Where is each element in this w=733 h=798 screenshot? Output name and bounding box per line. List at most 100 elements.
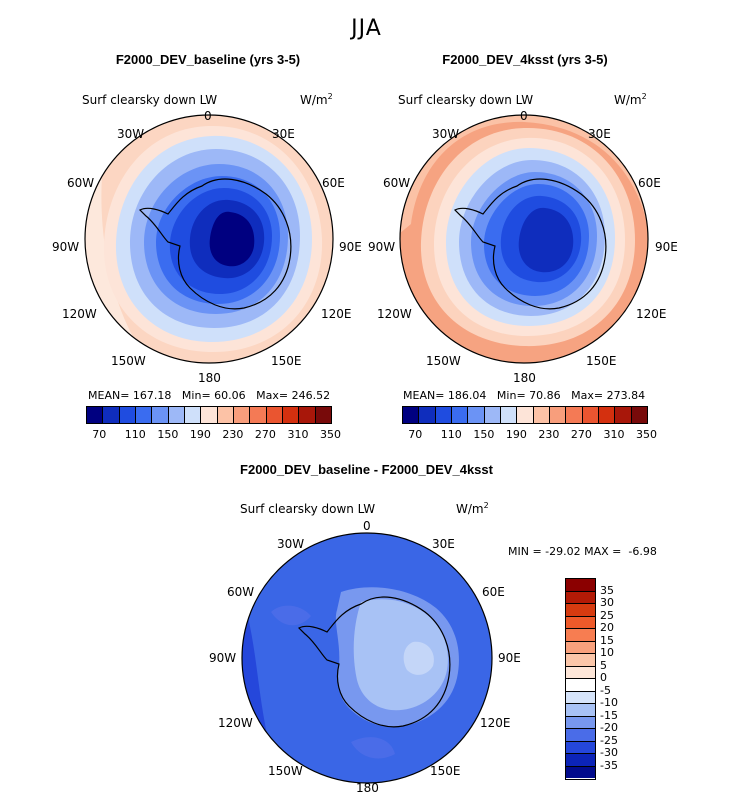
panel-3-lon-90e: 90E [498, 651, 521, 665]
panel-3-colorbar-cell [566, 741, 595, 754]
panel-2-lon-90w: 90W [368, 240, 396, 254]
panel-1-colorbar-cell [152, 407, 169, 423]
panel-3-lon-120e: 120E [480, 716, 511, 730]
panel-2-lon-90e: 90E [655, 240, 678, 254]
panel-2-colorbar-cell [435, 407, 452, 423]
panel-3-colorbar-cell [566, 616, 595, 629]
panel-2-polar-map [399, 114, 649, 364]
panel-3-map-boundary [241, 532, 493, 784]
panel-3-colorbar-cell [566, 579, 595, 592]
panel-3-lon-60e: 60E [482, 585, 505, 599]
panel-3-colorbar-tick-label: 15 [600, 633, 614, 647]
panel-1-variable-label: Surf clearsky down LW [82, 93, 218, 107]
panel-2-colorbar-cell [484, 407, 501, 423]
panel-3-lon-60w: 60W [227, 585, 255, 599]
panel-1-colorbar-cell [299, 407, 316, 423]
panel-3-lon-90w: 90W [209, 651, 237, 665]
panel-2-lon-120e: 120E [636, 307, 667, 321]
panel-2-colorbar [402, 406, 648, 424]
panel-1-lon-180: 180 [198, 371, 221, 385]
panel-3-lon-30e: 30E [432, 537, 455, 551]
panel-3-title: F2000_DEV_baseline - F2000_DEV_4ksst [240, 462, 493, 477]
panel-2-band-110 [518, 207, 574, 273]
panel-2-title: F2000_DEV_4ksst (yrs 3-5) [442, 52, 608, 67]
panel-3-colorbar-cell [566, 666, 595, 679]
panel-2-colorbar-cell [615, 407, 632, 423]
panel-1-colorbar-tick-label: 310 [287, 428, 309, 441]
panel-2-map-boundary [399, 114, 649, 364]
panel-1-colorbar-cell [201, 407, 218, 423]
panel-2-colorbar-tick-label: 350 [636, 428, 657, 441]
panel-1-colorbar-tick-label: 190 [189, 428, 211, 441]
panel-1-lon-60e: 60E [322, 176, 345, 190]
panel-2-lon-60e: 60E [638, 176, 661, 190]
panel-3-colorbar-tick-label: -25 [600, 733, 618, 747]
panel-2-colorbar-tick-label: 110 [440, 428, 462, 441]
panel-3-units-label: W/m2 [456, 501, 489, 516]
panel-3-colorbar-tick-label: -20 [600, 721, 618, 734]
panel-1-colorbar-cell [168, 407, 185, 423]
panel-1-map-boundary [84, 114, 334, 364]
panel-1-colorbar-tick-label: 70 [92, 428, 107, 441]
panel-1-colorbar-tick-label: 350 [320, 428, 341, 441]
panel-2-lon-120w: 120W [377, 307, 412, 321]
panel-3-band-minus5 [353, 599, 448, 711]
panel-1-antarctica-coastline [138, 178, 292, 310]
panel-3-colorbar-tick-label: 30 [600, 596, 614, 609]
panel-2-colorbar-cell [549, 407, 567, 423]
panel-3-colorbar-tick-label: -30 [600, 746, 618, 759]
panel-3-colorbar-cell [566, 716, 595, 729]
panel-3-colorbar-cell [566, 754, 595, 767]
panel-1-max-label: Max= [256, 389, 289, 402]
panel-1-max-value: 246.52 [291, 389, 331, 402]
panel-2-colorbar-tick-label: 230 [538, 428, 560, 441]
panel-1-lon-120e: 120E [321, 307, 352, 321]
panel-3-lon-120w: 120W [218, 716, 253, 730]
panel-2-colorbar-cell [468, 407, 485, 423]
panel-1-colorbar-cell [217, 407, 234, 423]
panel-2-lon-150w: 150W [426, 354, 461, 368]
panel-1-stats: MEAN= 167.18 Min= 60.06 Max= 246.52 [88, 389, 330, 402]
panel-3-colorbar-cell [566, 679, 595, 692]
panel-3-colorbar [565, 578, 596, 780]
panel-3-colorbar-tick-label: -15 [600, 708, 618, 722]
panel-2-colorbar-cell [403, 407, 420, 423]
panel-2-lon-30e: 30E [588, 127, 611, 141]
panel-2-colorbar-cell [566, 407, 583, 423]
panel-2-lon-60w: 60W [383, 176, 411, 190]
panel-3-band-patch-2 [351, 737, 395, 759]
panel-3-colorbar-cell [566, 629, 595, 642]
panel-3-colorbar-tick-label: 0 [600, 671, 607, 684]
panel-1-lon-150w: 150W [111, 354, 146, 368]
panel-2-units-label: W/m2 [614, 92, 647, 107]
panel-1-units-label: W/m2 [300, 92, 333, 107]
panel-1-colorbar-cell [282, 407, 300, 423]
panel-1-lon-90w: 90W [52, 240, 80, 254]
panel-2-colorbar-cell [533, 407, 550, 423]
panel-2-colorbar-ticks: 70 110 150 190 230 270 310 350 [402, 428, 657, 442]
panel-3-lon-150e: 150E [430, 764, 461, 778]
panel-1-band-70 [209, 211, 255, 267]
panel-1-colorbar-cell [266, 407, 283, 423]
panel-2-min-value: 70.86 [529, 389, 561, 402]
panel-1-polar-map [84, 114, 334, 364]
panel-1-colorbar [86, 406, 332, 424]
panel-3-colorbar-cell [566, 591, 595, 604]
panel-2-min-label: Min= [496, 389, 526, 402]
panel-3-lon-180: 180 [356, 781, 379, 795]
panel-1-colorbar-ticks: 70 110 150 190 230 270 310 350 [86, 428, 341, 442]
panel-3-colorbar-cell [566, 691, 595, 704]
panel-1-mean-label: MEAN= [88, 389, 130, 402]
panel-2-colorbar-tick-label: 270 [570, 428, 592, 441]
panel-2-colorbar-cell [598, 407, 616, 423]
panel-1-min-value: 60.06 [214, 389, 246, 402]
panel-3-lon-30w: 30W [277, 537, 305, 551]
panel-3-min-max: MIN = -29.02 MAX = -6.98 [508, 545, 657, 558]
panel-2-colorbar-cell [419, 407, 436, 423]
panel-1-colorbar-cell [250, 407, 267, 423]
panel-2-antarctica-coastline [453, 178, 607, 310]
panel-2-lon-0: 0 [520, 109, 528, 123]
panel-1-colorbar-cell [135, 407, 153, 423]
panel-2-lon-150e: 150E [586, 354, 617, 368]
panel-3-antarctica-coastline [297, 596, 451, 728]
